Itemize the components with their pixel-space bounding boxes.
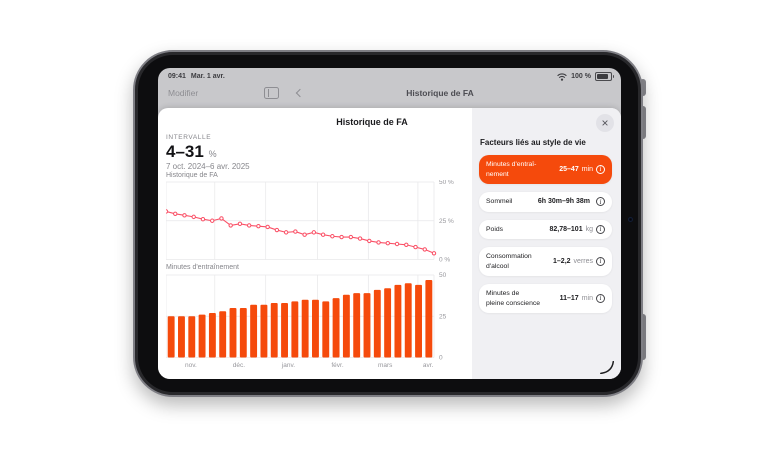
- lifestyle-factors-panel: × Facteurs liés au style de vie Minutes …: [472, 108, 621, 379]
- nav-title: Historique de FA: [406, 88, 474, 98]
- interval-value: 4–31 %: [166, 142, 217, 161]
- info-icon[interactable]: i: [596, 257, 605, 267]
- close-button[interactable]: ×: [596, 114, 614, 132]
- nav-bar: Modifier Historique de FA: [168, 82, 611, 104]
- sheet-title: Historique de FA: [336, 117, 408, 127]
- svg-text:25 %: 25 %: [439, 218, 454, 225]
- info-icon[interactable]: i: [596, 165, 605, 175]
- factor-card-alcohol[interactable]: Consommation d'alcool 1–2,2 verres i: [479, 247, 612, 277]
- line-chart-title: Historique de FA: [166, 172, 218, 179]
- status-bar: 09:41 Mar. 1 avr. 100 %: [168, 71, 614, 82]
- factor-card-sleep[interactable]: Sommeil 6h 30m–9h 38m i: [479, 192, 612, 212]
- info-icon[interactable]: i: [596, 294, 605, 304]
- afib-line-chart: 50 % 25 % 0 %: [163, 179, 466, 264]
- svg-text:déc.: déc.: [233, 362, 245, 369]
- battery-icon: [595, 72, 614, 81]
- factor-card-weight[interactable]: Poids 82,78–101 kg i: [479, 219, 612, 240]
- svg-text:0 %: 0 %: [439, 257, 450, 264]
- sidebar-toggle-icon[interactable]: [264, 87, 280, 99]
- svg-text:nov.: nov.: [185, 362, 197, 369]
- svg-text:0: 0: [439, 355, 443, 362]
- svg-text:avr.: avr.: [423, 362, 434, 369]
- close-icon: ×: [601, 116, 609, 130]
- wifi-icon: [557, 72, 567, 81]
- interval-label: INTERVALLE: [166, 134, 212, 141]
- svg-text:25: 25: [439, 313, 447, 320]
- factor-card-mindfulness[interactable]: Minutes de pleine conscience 11–17 min i: [479, 284, 612, 314]
- factor-card-training[interactable]: Minutes d'entraî- nement 25–47 min i: [479, 155, 612, 185]
- info-icon[interactable]: i: [596, 197, 605, 207]
- front-camera-icon: [628, 217, 633, 222]
- volume-buttons[interactable]: [640, 106, 646, 139]
- edit-button[interactable]: Modifier: [168, 88, 199, 98]
- bar-chart-title: Minutes d'entraînement: [166, 264, 239, 271]
- factor-card-list: Minutes d'entraî- nement 25–47 min i Som…: [472, 155, 621, 314]
- svg-text:50: 50: [439, 272, 447, 279]
- svg-text:janv.: janv.: [281, 362, 295, 369]
- status-date: Mar. 1 avr.: [190, 73, 225, 80]
- interval-unit: %: [208, 149, 217, 159]
- info-icon[interactable]: i: [596, 224, 605, 234]
- back-chevron-icon[interactable]: [295, 88, 305, 98]
- battery-percent: 100 %: [571, 73, 591, 80]
- exercise-bar-chart: 50 25 0 nov. déc. janv. févr. mars avr.: [165, 272, 466, 372]
- ipad-screen: 09:41 Mar. 1 avr. 100 % Modifier Histori…: [158, 68, 621, 379]
- date-range: 7 oct. 2024–6 avr. 2025: [166, 162, 250, 171]
- factors-title: Facteurs liés au style de vie: [480, 138, 586, 147]
- svg-text:mars: mars: [378, 362, 393, 369]
- status-time: 09:41: [168, 73, 186, 80]
- svg-text:févr.: févr.: [331, 362, 343, 369]
- page-curl-icon[interactable]: [600, 361, 614, 374]
- svg-text:50 %: 50 %: [439, 180, 454, 186]
- top-button[interactable]: [640, 79, 646, 96]
- side-button-lower[interactable]: [640, 314, 646, 360]
- afib-history-sheet: Historique de FA INTERVALLE 4–31 % 7 oct…: [158, 108, 621, 379]
